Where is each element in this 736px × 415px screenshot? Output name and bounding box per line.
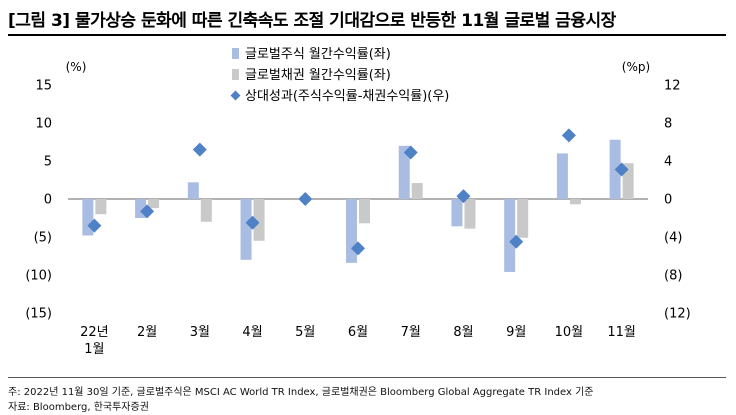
bond-bar [411,183,423,199]
legend-label: 글로벌주식 월간수익률(좌) [245,47,391,62]
bars-layer [82,139,634,272]
footnote: 주: 2022년 11월 30일 기준, 글로벌주식은 MSCI AC Worl… [8,387,594,398]
bond-bar [253,199,265,241]
bond-bar [622,163,634,199]
title-divider [8,34,726,36]
left-tick-label: 0 [44,193,52,208]
category-label: 4월 [242,325,262,340]
axes-layer: (%) (%p) 15 10 5 0 (5) (10) (15) 12 8 4 0 (4) (8) (12) 2… [25,60,690,357]
bond-bar [95,199,107,215]
category-label: 11월 [607,325,636,340]
stock-bar [398,145,410,199]
bond-bar [464,199,476,229]
left-tick-label: 10 [35,117,52,132]
category-label: 9월 [506,325,526,340]
right-tick-label: 12 [664,79,681,94]
left-tick-label: 15 [35,79,52,94]
left-tick-label: (10) [25,269,52,284]
right-tick-label: 8 [664,117,672,132]
legend: 글로벌주식 월간수익률(좌) 글로벌채권 월간수익률(좌) 상대성과(주식수익률-채… [230,47,449,104]
stock-bar [187,182,199,199]
right-axis-unit: (%p) [622,60,650,74]
relative-performance-marker [351,241,365,256]
left-tick-label: 5 [44,155,52,170]
relative-performance-marker [456,189,471,204]
bond-bar [148,199,160,209]
legend-swatch-bond [232,69,239,80]
right-tick-label: 0 [664,193,672,208]
relative-performance-marker [403,145,418,160]
legend-label: 글로벌채권 월간수익률(좌) [245,68,391,83]
bond-bar [569,199,581,205]
markers-layer [87,128,629,256]
category-label: 1월 [84,342,104,357]
footnote-divider [8,377,726,378]
right-tick-label: (12) [664,307,691,322]
bond-bar [200,199,212,222]
relative-performance-marker [245,215,260,230]
relative-performance-marker [509,234,524,249]
category-label: 22년 [80,325,109,340]
left-tick-label: (15) [25,307,52,322]
bond-bar [359,199,370,224]
stock-bar [346,199,357,263]
relative-performance-marker [614,162,629,177]
chart: (%) (%p) 15 10 5 0 (5) (10) (15) 12 8 4 0 (4) (8) (12) 2… [25,47,690,357]
category-label: 6월 [348,325,368,340]
legend-label: 상대성과(주식수익률-채권수익률)(우) [245,89,449,104]
right-tick-label: (8) [664,269,682,284]
category-label: 3월 [190,325,210,340]
chart-title: [그림 3] 물가상승 둔화에 따른 긴축속도 조절 기대감으로 반등한 11월… [8,11,616,31]
category-label: 7월 [401,325,421,340]
legend-swatch-stock [232,48,239,59]
relative-performance-marker [298,192,313,206]
right-tick-label: (4) [664,231,682,246]
category-label: 5월 [295,325,315,340]
stock-bar [556,153,568,199]
stock-bar [135,199,147,218]
category-label: 8월 [453,325,473,340]
source-note: 자료: Bloomberg, 한국투자증권 [8,402,149,413]
relative-performance-marker [561,128,576,143]
stock-bar [504,199,516,272]
left-axis-unit: (%) [66,60,87,74]
bond-bar [517,199,529,238]
relative-performance-marker [87,218,102,233]
category-label: 10월 [555,325,584,340]
right-tick-label: 4 [664,155,672,170]
legend-swatch-relative [230,90,241,101]
stock-bar [82,199,94,236]
left-tick-label: (5) [34,231,52,246]
relative-performance-marker [192,142,207,157]
stock-bar [451,199,463,227]
category-label: 2월 [137,325,157,340]
relative-performance-marker [140,204,155,219]
stock-bar [240,199,252,260]
